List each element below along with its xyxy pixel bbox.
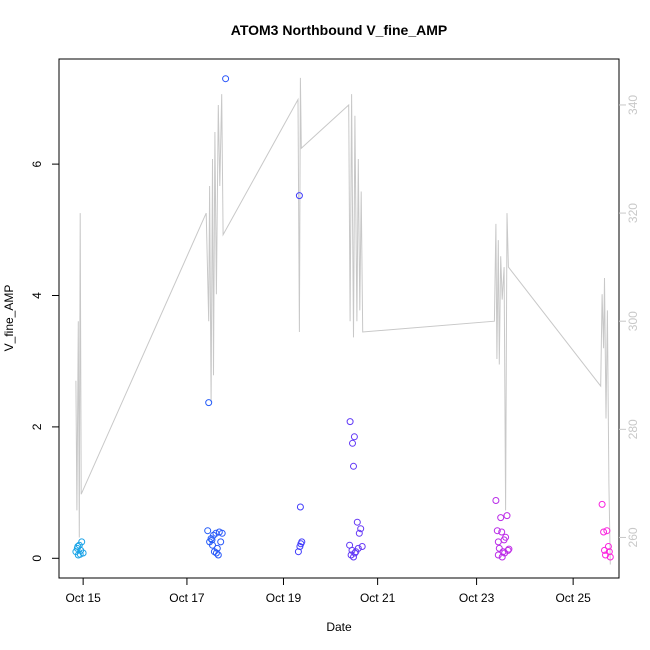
y-axis-label: V_fine_AMP [2,285,16,352]
primary-series [72,75,614,561]
data-point [355,529,363,537]
y-tick-label: 0 [30,555,44,562]
y2-tick-label: 320 [626,203,640,223]
data-point [78,538,86,546]
data-point [350,553,357,561]
x-tick-label: Oct 23 [459,591,495,605]
data-point [349,439,356,447]
chart-title: ATOM3 Northbound V_fine_AMP [231,22,447,38]
data-point [212,549,220,557]
data-point [214,551,222,559]
data-point [218,529,226,537]
data-point [296,543,304,550]
data-point [598,500,606,508]
data-point [205,399,213,407]
data-point [605,548,613,556]
axes: Oct 15 Oct 17 Oct 19 Oct 21 Oct 23 Oct 25 0 2 4 6… [30,58,640,605]
y-tick-label: 6 [30,160,44,167]
data-point [350,433,358,441]
data-point [494,551,502,559]
y2-tick-label: 260 [626,527,640,547]
data-point [495,544,503,552]
data-point [604,543,612,550]
data-point [603,527,611,535]
data-point [498,528,506,536]
x-tick-label: Oct 19 [266,591,302,605]
y2-tick-label: 340 [626,95,640,115]
data-point [208,536,216,544]
data-point [295,192,303,200]
data-point [503,512,511,520]
data-point [76,550,84,558]
x-tick-label: Oct 15 [65,591,101,605]
data-point [222,75,230,83]
data-point [353,518,361,526]
plot-frame [58,58,620,579]
data-point [346,418,354,426]
x-axis-label: Date [326,620,352,634]
x-tick-label: Oct 17 [169,591,205,605]
data-point [606,553,614,561]
x-tick-label: Oct 21 [360,591,396,605]
data-point [501,549,509,557]
data-point [600,528,608,536]
y-tick-label: 2 [30,423,44,430]
secondary-series [75,77,611,565]
data-point [354,544,362,552]
data-point [357,525,365,533]
y2-tick-label: 280 [626,419,640,439]
data-point [217,538,225,546]
data-point [601,546,608,554]
data-point [74,543,82,550]
data-point [298,538,306,546]
data-point [351,549,359,557]
data-point [502,533,510,541]
data-point [296,503,304,511]
data-point [492,497,500,504]
data-point [494,538,502,546]
data-point [209,541,216,549]
x-tick-label: Oct 25 [555,591,591,605]
data-point [358,543,366,550]
data-point [505,545,513,553]
data-point [350,462,357,470]
data-point [497,514,505,522]
secondary-line [75,77,611,565]
data-point [493,527,501,535]
y-tick-label: 4 [30,292,44,299]
data-point [499,548,507,556]
y2-tick-label: 300 [626,311,640,331]
data-point [204,527,212,535]
data-point [213,544,221,552]
